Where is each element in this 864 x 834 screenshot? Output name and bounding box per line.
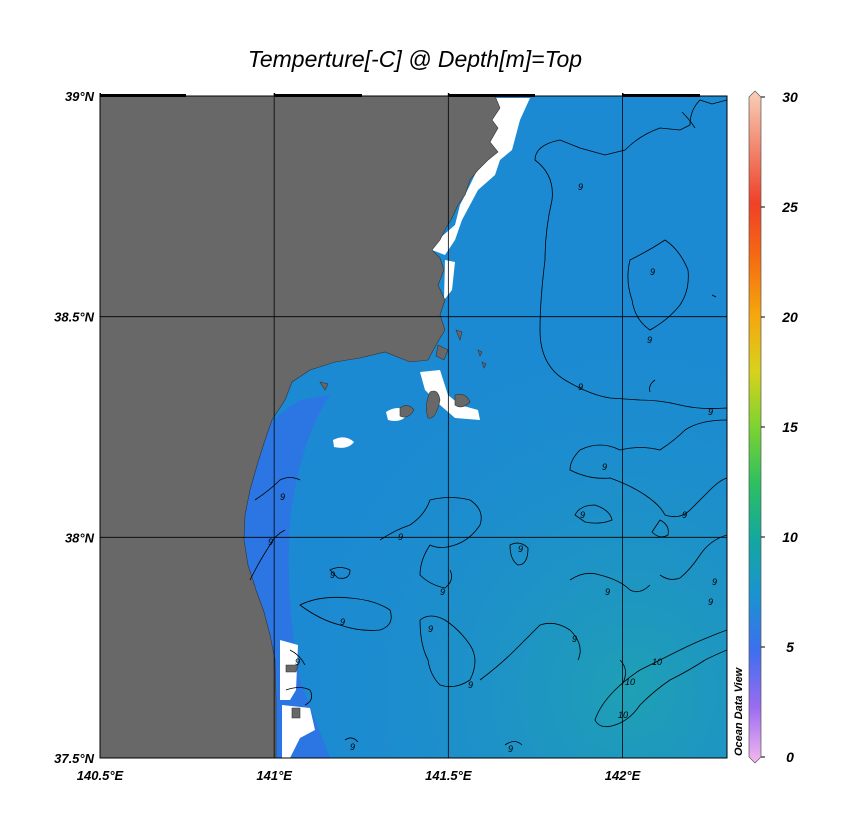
contour-label-9: 9 [580, 510, 585, 520]
contour-label-9: 9 [350, 742, 355, 752]
map-frame [99, 95, 728, 759]
contour-label-9: 9 [468, 680, 473, 690]
contour-label-9: 9 [578, 382, 583, 392]
contour-label-10: 10 [625, 677, 635, 687]
frame-segment [275, 94, 362, 97]
lon-tick-label: 142°E [605, 768, 641, 783]
contour-label-9: 9 [572, 634, 577, 644]
contour-label-9: 9 [650, 267, 655, 277]
contour-label-9: 9 [440, 587, 445, 597]
ocean-data-view-watermark: Ocean Data View [733, 667, 745, 756]
lat-tick-label: 38°N [65, 530, 95, 545]
contour-label-9: 9 [508, 744, 513, 754]
islands [285, 329, 487, 719]
frame-segment [448, 94, 535, 97]
frame-segment [622, 94, 700, 97]
contour-label-9: 9 [647, 335, 652, 345]
contour-label-9: 9 [708, 597, 713, 607]
lon-tick-label: 140.5°E [77, 768, 124, 783]
contour-label-9: 9 [280, 492, 285, 502]
contour-label-9: 9 [712, 577, 717, 587]
lat-tick-label: 37.5°N [54, 751, 95, 766]
colorbar-tick-label: 5 [786, 639, 794, 655]
contour-label-10: 10 [652, 657, 662, 667]
axis-tick-labels: 140.5°E 141°E 141.5°E 142°E 39°N 38.5°N 38°N 37… [54, 89, 640, 783]
lat-tick-label: 38.5°N [54, 310, 95, 325]
gridlines [100, 96, 727, 758]
colorbar-tick-label: 10 [782, 529, 798, 545]
land-mass [100, 96, 501, 758]
contour-label-9: 9 [428, 624, 433, 634]
contour-label-9: 9 [518, 544, 523, 554]
lon-tick-label: 141.5°E [425, 768, 472, 783]
colorbar: 0 5 10 15 20 25 30 [748, 89, 798, 765]
tick-mark-lon [273, 93, 276, 96]
colorbar-tick-label: 15 [782, 419, 798, 435]
colorbar-tick-label: 20 [781, 309, 798, 325]
contour-label-9: 9 [340, 617, 345, 627]
contour-label-9: 9 [682, 510, 687, 520]
contour-label-9: 9 [268, 537, 273, 547]
map-plot-area: 9 9 9 9 9 9 9 9 9 9 9 9 9 9 9 9 9 9 9 9 … [100, 96, 727, 758]
contour-lines [249, 99, 727, 746]
colorbar-tick-label: 0 [786, 749, 794, 765]
contour-label-9: 9 [578, 182, 583, 192]
colorbar-tick-labels: 0 5 10 15 20 25 30 [761, 89, 798, 765]
contour-label-9: 9 [605, 587, 610, 597]
lat-tick-label: 39°N [65, 89, 95, 104]
contour-label-9: 9 [330, 570, 335, 580]
contour-label-10: 10 [618, 710, 628, 720]
contour-labels: 9 9 9 9 9 9 9 9 9 9 9 9 9 9 9 9 9 9 9 9 … [268, 182, 717, 754]
frame-tick-marks [99, 93, 700, 97]
contour-label-9: 9 [708, 407, 713, 417]
colorbar-scale [748, 90, 762, 764]
map-title: Temperture[-C] @ Depth[m]=Top [247, 46, 583, 72]
lon-tick-label: 141°E [256, 768, 292, 783]
contour-label-9: 9 [602, 462, 607, 472]
contour-label-9: 9 [295, 657, 300, 667]
frame-segment [100, 94, 186, 97]
colorbar-tick-label: 25 [781, 199, 798, 215]
colorbar-tick-label: 30 [782, 89, 798, 105]
